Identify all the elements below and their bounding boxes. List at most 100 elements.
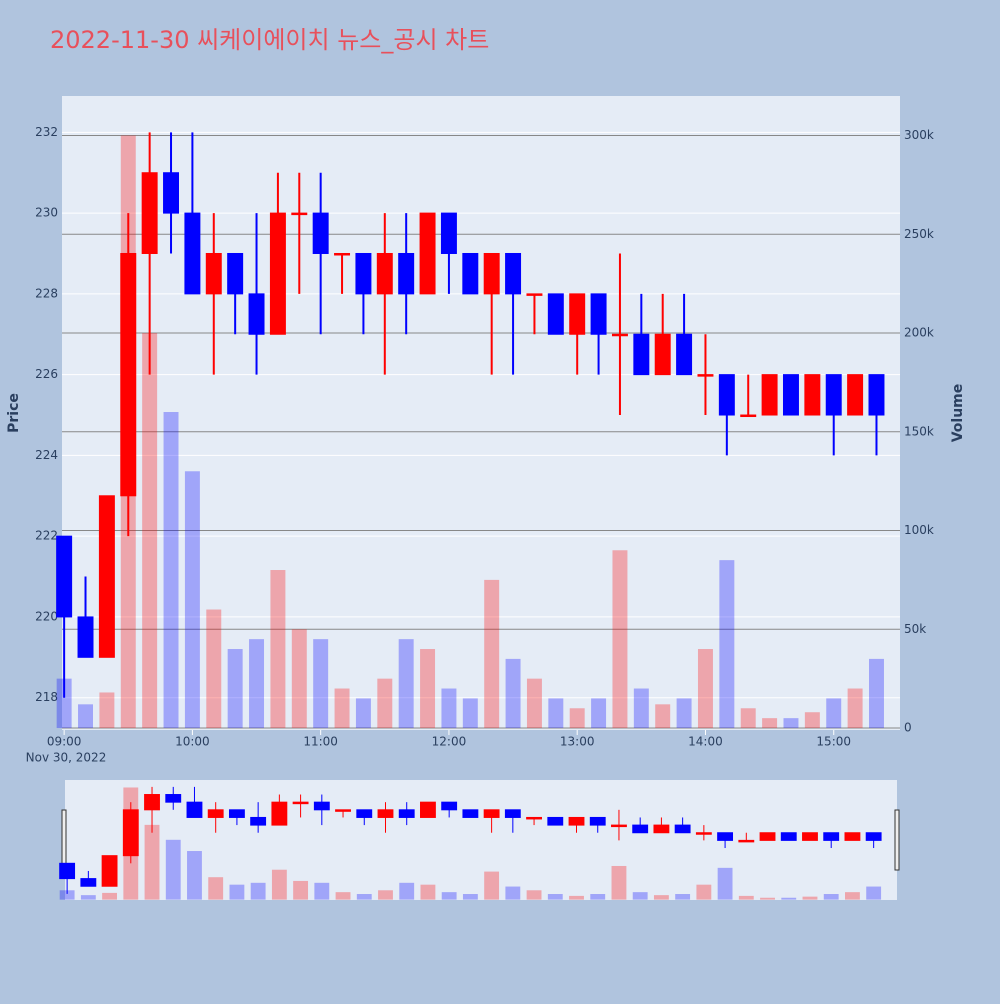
volume-bar	[676, 698, 692, 729]
candle-body	[697, 374, 714, 377]
candle-body	[547, 816, 564, 826]
x-tick-label: 13:00	[560, 735, 595, 749]
candle-body	[398, 809, 415, 818]
volume-bar	[187, 851, 202, 900]
y2-tick-label: 250k	[904, 227, 934, 241]
y-tick-label: 222	[35, 529, 58, 543]
range-handle[interactable]	[61, 809, 67, 871]
volume-bar	[548, 698, 564, 729]
x-tick-label: 14:00	[688, 735, 723, 749]
candle-body	[269, 212, 286, 335]
candle-body	[462, 252, 479, 295]
candle-body	[271, 801, 288, 826]
candle-body	[376, 252, 393, 295]
volume-bar	[420, 649, 436, 729]
volume-bar	[399, 882, 415, 900]
candle-body	[77, 616, 94, 658]
volume-bar	[845, 892, 860, 900]
candle-body	[59, 862, 76, 880]
volume-bar	[847, 688, 863, 729]
candle-body	[228, 809, 245, 818]
volume-bar	[569, 895, 584, 900]
y-axis-title: Price	[6, 393, 22, 433]
candle-body	[759, 832, 776, 841]
candle-body	[440, 212, 457, 254]
volume-bar	[719, 560, 735, 729]
volume-bar	[335, 892, 351, 900]
volume-bar	[547, 894, 563, 900]
x-tick-label: 10:00	[175, 735, 210, 749]
candle-body	[441, 801, 458, 811]
volume-bar	[313, 639, 329, 729]
volume-bar	[102, 892, 117, 900]
volume-bar	[633, 688, 649, 729]
volume-bar	[377, 678, 393, 729]
y-tick-label: 232	[35, 125, 58, 139]
candle-body	[825, 374, 842, 416]
candle-body	[569, 293, 586, 335]
candle-body	[740, 414, 757, 418]
volume-bar	[632, 892, 648, 900]
volume-bar	[249, 639, 265, 729]
candle-body	[312, 212, 329, 254]
y-tick-label: 226	[35, 367, 58, 381]
candle-body	[184, 212, 201, 295]
volume-bar	[78, 704, 93, 729]
candle-body	[526, 293, 543, 296]
volume-bar	[826, 698, 842, 729]
volume-bar	[823, 894, 839, 900]
candle-body	[163, 172, 180, 214]
y2-tick-label: 0	[904, 721, 912, 735]
volume-bar	[484, 579, 500, 729]
candle-body	[674, 824, 691, 834]
volume-bar	[462, 698, 478, 729]
volume-bar	[420, 884, 436, 900]
candle-body	[868, 374, 885, 416]
candle-body	[823, 832, 840, 841]
candle-body	[611, 333, 628, 337]
range-slider[interactable]	[65, 780, 897, 900]
volume-bar	[569, 708, 585, 729]
candle-body	[144, 794, 160, 811]
range-handle[interactable]	[894, 809, 900, 871]
candle-body	[248, 293, 265, 335]
candle-body	[718, 374, 735, 416]
candle-body	[80, 878, 97, 887]
candle-body	[526, 816, 542, 820]
y2-tick-label: 300k	[904, 128, 934, 142]
x-tick-label: 11:00	[303, 735, 338, 749]
volume-bar	[612, 550, 628, 729]
volume-bar	[80, 895, 96, 900]
candle-body	[227, 252, 244, 295]
candle-body	[547, 293, 564, 335]
y-tick-label: 224	[35, 448, 58, 462]
volume-bar	[250, 882, 266, 900]
volume-bar	[611, 865, 627, 900]
y2-tick-label: 100k	[904, 523, 934, 537]
volume-bar	[655, 704, 671, 729]
x-date-label: Nov 30, 2022	[26, 751, 107, 765]
x-tick-label: 09:00	[47, 735, 82, 749]
candle-body	[98, 495, 115, 658]
volume-bar	[653, 895, 669, 900]
volume-bar	[717, 867, 733, 900]
volume-bar	[526, 890, 542, 900]
candle-body	[205, 252, 222, 295]
candle-body	[782, 374, 799, 416]
volume-bar	[99, 692, 115, 729]
volume-bar	[378, 890, 393, 900]
volume-bar	[762, 718, 778, 729]
volume-bar	[505, 658, 521, 729]
candle-body	[483, 809, 500, 818]
plot-area	[62, 96, 900, 730]
candle-body	[356, 809, 373, 818]
volume-bar	[270, 570, 286, 729]
candle-body	[122, 809, 139, 857]
candle-body	[802, 832, 818, 841]
y-tick-label: 220	[35, 609, 58, 623]
candle-body	[483, 252, 500, 295]
candle-body	[844, 832, 861, 841]
candle-body	[695, 832, 712, 835]
volume-bar	[526, 678, 542, 729]
